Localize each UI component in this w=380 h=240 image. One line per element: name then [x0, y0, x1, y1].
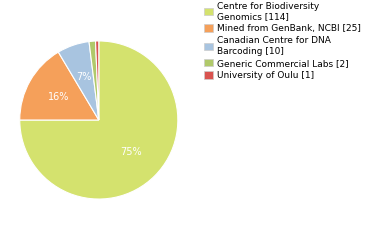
Wedge shape — [95, 41, 99, 120]
Legend: Centre for Biodiversity
Genomics [114], Mined from GenBank, NCBI [25], Canadian : Centre for Biodiversity Genomics [114], … — [202, 0, 363, 82]
Wedge shape — [89, 41, 99, 120]
Wedge shape — [20, 41, 178, 199]
Text: 75%: 75% — [120, 147, 142, 157]
Wedge shape — [20, 52, 99, 120]
Wedge shape — [59, 42, 99, 120]
Text: 7%: 7% — [76, 72, 92, 82]
Text: 16%: 16% — [48, 92, 70, 102]
